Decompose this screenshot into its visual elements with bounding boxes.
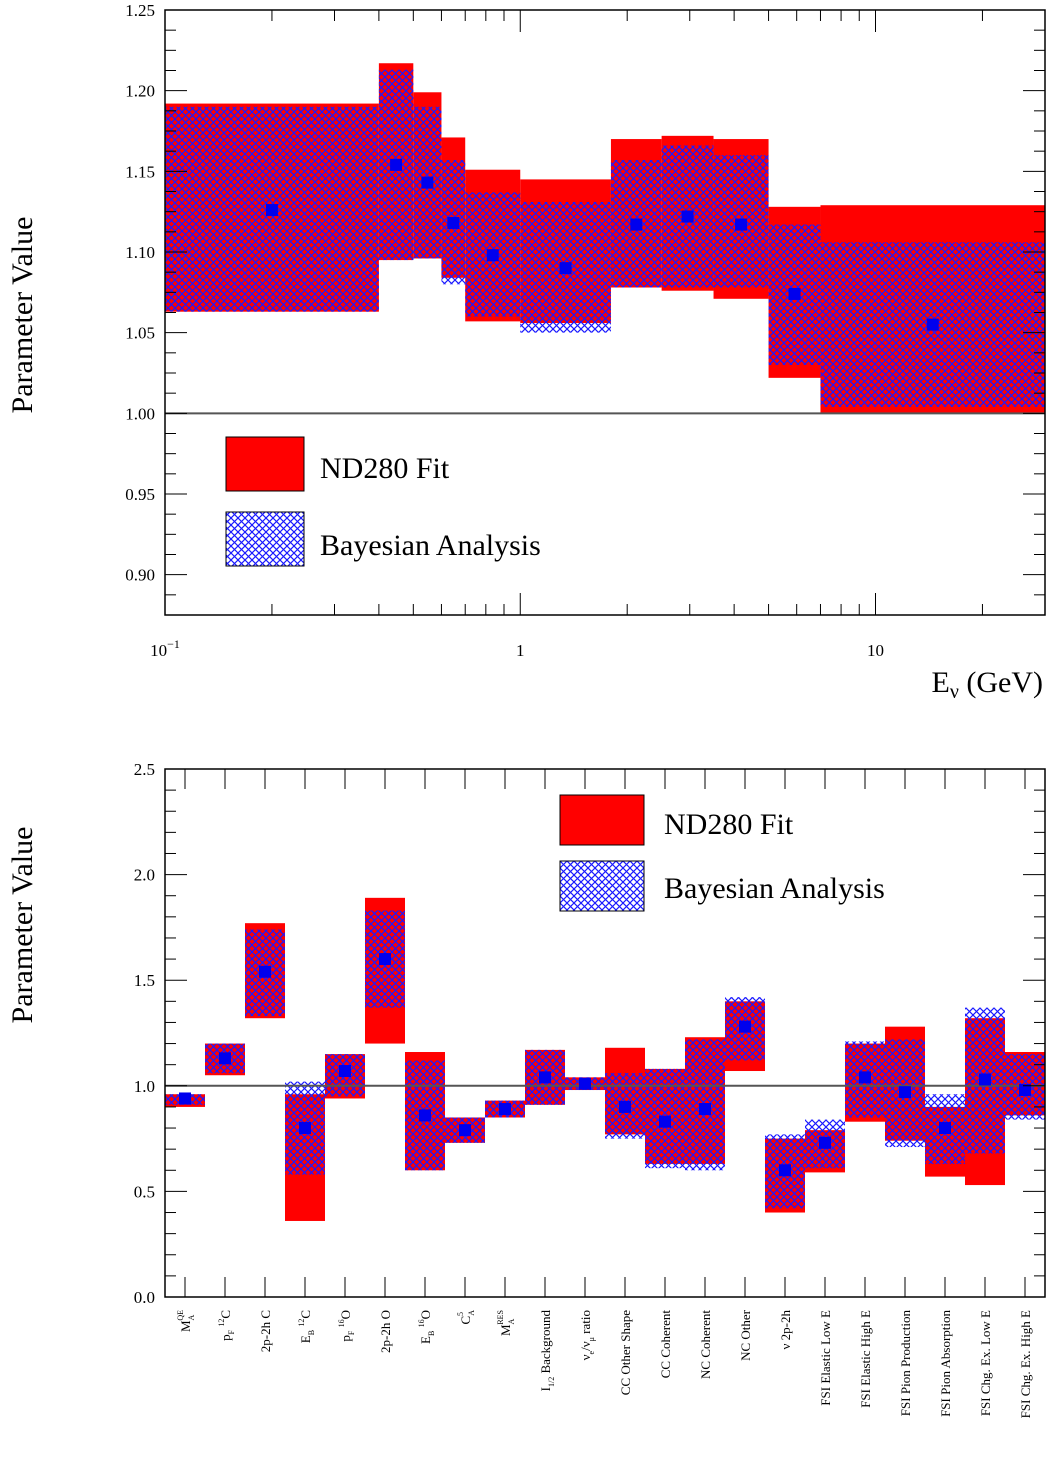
category-label-16: FSI Elastic Low E [818, 1310, 833, 1406]
category-label-1: pF 12C [217, 1310, 236, 1341]
y-tick-label: 1.5 [134, 971, 155, 990]
y-tick-label: 2.0 [134, 866, 155, 885]
bayes-marker-20 [979, 1073, 991, 1086]
category-label-9: I1/2 Background [538, 1310, 556, 1392]
bayes-marker-16 [819, 1136, 831, 1149]
axis-ticks [164, 9, 1046, 616]
category-label-6: EB 16O [417, 1310, 436, 1344]
y-tick-label: 1.10 [125, 243, 155, 262]
y-axis-title: Parameter Value [6, 827, 39, 1024]
bayes-marker-10 [926, 318, 939, 331]
category-label-17: FSI Elastic High E [858, 1310, 873, 1408]
bayes-marker-11 [619, 1100, 631, 1113]
y-tick-label: 1.25 [125, 1, 155, 20]
legend-label-bayes: Bayesian Analysis [664, 872, 885, 905]
y-tick-label: 1.05 [125, 324, 155, 343]
y-tick-labels: 0.90 0.95 1.00 1.05 1.10 1.15 1.20 1.25 [125, 1, 155, 585]
energy-bin-panel: 0.900.951.001.051.101.151.201.25 10−1 1 10… [6, 1, 1046, 703]
y-tick-label: 0.0 [134, 1288, 155, 1307]
category-label-14: NC Other [738, 1309, 753, 1361]
bayes-marker-15 [779, 1164, 791, 1177]
y-tick-label: 1.0 [134, 1077, 155, 1096]
bayes-marker-6 [630, 218, 643, 231]
category-labels: MAQE pF 12C 2p-2h C EB 12C pF 16O 2p-2h O EB 1… [176, 1309, 1033, 1418]
bayes-marker-12 [659, 1115, 671, 1128]
bayes-marker-8 [735, 218, 748, 231]
category-label-20: FSI Chg. Ex. Low E [978, 1310, 993, 1416]
category-label-15: ν 2p-2h [778, 1310, 793, 1350]
category-label-5: 2p-2h O [378, 1310, 393, 1353]
bayes-marker-1 [390, 158, 403, 171]
bayes-marker-0 [265, 204, 278, 217]
legend-swatch-nd280 [559, 794, 645, 846]
bayesian-markers [179, 953, 1031, 1177]
bayes-marker-6 [419, 1109, 431, 1122]
legend: ND280 Fit Bayesian Analysis [225, 436, 541, 567]
bayes-marker-2 [421, 176, 434, 189]
bayes-marker-10 [579, 1077, 591, 1090]
bayes-marker-4 [339, 1065, 351, 1078]
bayes-marker-3 [447, 216, 460, 229]
y-axis-title: Parameter Value [6, 217, 39, 414]
bayes-marker-2 [259, 965, 271, 978]
bayes-marker-0 [179, 1092, 191, 1105]
x-tick-label: 10 [867, 641, 884, 660]
category-label-18: FSI Pion Production [898, 1310, 913, 1417]
bayes-marker-18 [899, 1086, 911, 1099]
category-label-7: CA5 [456, 1310, 476, 1325]
category-label-12: CC Coherent [658, 1310, 673, 1379]
category-label-8: MARES [496, 1310, 516, 1336]
y-tick-label: 0.5 [134, 1182, 155, 1201]
category-label-19: FSI Pion Absorption [938, 1310, 953, 1417]
y-tick-label: 0.95 [125, 485, 155, 504]
y-tick-label: 1.15 [125, 162, 155, 181]
bayes-marker-8 [499, 1103, 511, 1116]
category-label-11: CC Other Shape [618, 1310, 633, 1395]
y-tick-label: 1.00 [125, 404, 155, 423]
category-label-13: NC Coherent [698, 1310, 713, 1379]
category-label-3: EB 12C [297, 1310, 316, 1343]
legend-swatch-nd280 [225, 436, 305, 492]
y-tick-label: 0.90 [125, 566, 155, 585]
category-label-2: 2p-2h C [258, 1310, 273, 1352]
bayesian-markers [265, 158, 939, 331]
bayes-marker-3 [299, 1122, 311, 1135]
y-tick-label: 2.5 [134, 760, 155, 779]
axis-ticks [165, 768, 1045, 1298]
bayes-marker-19 [939, 1122, 951, 1135]
bayes-marker-17 [859, 1071, 871, 1084]
parameter-panel: 0.0 0.5 1.0 1.5 2.0 2.5 MAQE pF 12C 2p-2h C EB 1… [6, 760, 1046, 1418]
category-label-10: νe/νμ ratio [578, 1310, 596, 1360]
bayes-marker-9 [539, 1071, 551, 1084]
bayes-marker-5 [379, 953, 391, 966]
x-axis-title: Eν (GeV) [931, 666, 1043, 703]
bayes-marker-1 [219, 1052, 231, 1065]
category-label-21: FSI Chg. Ex. High E [1018, 1310, 1033, 1418]
bayes-marker-13 [699, 1103, 711, 1116]
bayes-marker-21 [1019, 1084, 1031, 1097]
bayes-marker-4 [486, 249, 499, 262]
legend: ND280 Fit Bayesian Analysis [559, 794, 885, 912]
bayes-marker-7 [459, 1124, 471, 1137]
category-label-4: pF 16O [337, 1310, 356, 1342]
bayes-marker-5 [559, 262, 572, 275]
legend-label-nd280: ND280 Fit [664, 808, 794, 841]
plot-frame [164, 768, 1046, 1298]
bayes-marker-14 [739, 1020, 751, 1033]
y-tick-label: 1.20 [125, 82, 155, 101]
y-tick-labels: 0.0 0.5 1.0 1.5 2.0 2.5 [134, 760, 155, 1307]
legend-swatch-bayes [225, 511, 305, 567]
bayes-marker-9 [788, 287, 801, 300]
legend-label-nd280: ND280 Fit [320, 452, 450, 485]
legend-swatch-bayes [559, 860, 645, 912]
x-tick-label: 10−1 [150, 637, 180, 660]
category-label-0: MAQE [176, 1310, 196, 1332]
legend-label-bayes: Bayesian Analysis [320, 529, 541, 562]
x-tick-label: 1 [516, 641, 525, 660]
bayes-marker-7 [681, 210, 694, 223]
x-tick-labels: 10−1 1 10 [150, 637, 884, 660]
